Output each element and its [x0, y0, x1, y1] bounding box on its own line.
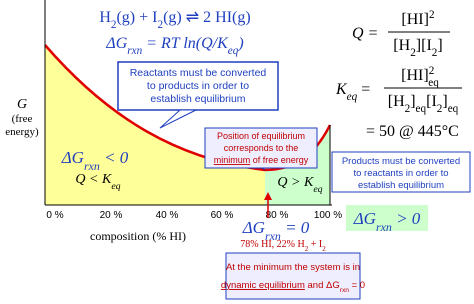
right-q: Q > Keq: [277, 175, 322, 195]
x-tick-label: 20 %: [100, 210, 123, 221]
keq-expression: Keq = [HI]2 eq [H2]eq[I2]eq = 50 @ 445°C: [335, 65, 462, 140]
q-expression: Q = [HI]2 [H2][I2]: [352, 9, 450, 59]
products-text: Products must be converted to reactants …: [342, 156, 460, 191]
equilibrium-text: Position of equilibrium corresponds to t…: [214, 131, 309, 165]
box-line: dynamic equilibrium and ΔGrxn = 0: [221, 280, 365, 294]
box-line: establish equilibrium: [358, 180, 444, 191]
box-line: corresponds to the: [224, 143, 299, 153]
reactants-text: Reactants must be converted to products …: [130, 67, 267, 105]
x-tick-label: 80 %: [266, 210, 289, 221]
y-label: G: [17, 97, 27, 112]
reactants-box: [117, 61, 279, 111]
bottom-box: [225, 252, 361, 300]
equilibrium-box: [204, 127, 318, 169]
box-line: Reactants must be converted: [130, 67, 267, 79]
box-line: Position of equilibrium: [217, 131, 305, 141]
x-label: composition (% HI): [90, 229, 186, 243]
x-tick-label: 0 %: [46, 210, 63, 221]
keq-numerator: [HI]2 eq: [401, 65, 439, 89]
right-delta-g: ΔGrxn > 0: [353, 209, 421, 234]
reaction-equation: H2(g) + I2(g) ⇌ 2 HI(g): [99, 9, 250, 31]
arrow-head: [264, 192, 272, 200]
keq-lhs: Keq =: [335, 81, 370, 103]
q-numerator: [HI]2: [401, 9, 434, 28]
products-box: [331, 151, 471, 193]
x-tick-label: 40 %: [156, 210, 179, 221]
callout-pointer: [255, 167, 266, 171]
q-lhs: Q =: [352, 25, 378, 42]
callout-pointer: [159, 109, 197, 129]
y-label: energy): [5, 126, 39, 138]
box-line: Products must be converted: [342, 156, 460, 167]
x-ticks: 0 % 20 % 40 % 60 % 80 % 100 %: [46, 210, 342, 221]
keq-denominator: [H2]eq[I2]eq: [388, 93, 459, 115]
q-denominator: [H2][I2]: [393, 37, 442, 59]
box-line: establish equilibrium: [150, 93, 245, 105]
x-tick-label: 60 %: [211, 210, 234, 221]
minimum-label: ΔGrxn = 0: [242, 218, 310, 243]
left-q: Q < Keq: [75, 172, 120, 192]
box-line: At the minimum the system is in: [226, 262, 360, 273]
positive-label-box: [346, 205, 428, 231]
delta-g-relation: ΔGrxn = RT ln(Q/Keq): [105, 35, 243, 57]
box-line: to reactants in order to: [353, 168, 448, 179]
x-tick-label: 100 %: [314, 210, 342, 221]
bottom-text: At the minimum the system is in dynamic …: [221, 262, 365, 294]
box-line: to products in order to: [147, 80, 249, 92]
left-delta-g: ΔGrxn < 0: [61, 148, 129, 173]
y-label: (free: [12, 113, 33, 125]
minimum-composition: 78% HI, 22% H2 + I2: [240, 239, 326, 253]
keq-value: = 50 @ 445°C: [366, 123, 459, 140]
box-line: minimum of free energy: [214, 155, 309, 165]
